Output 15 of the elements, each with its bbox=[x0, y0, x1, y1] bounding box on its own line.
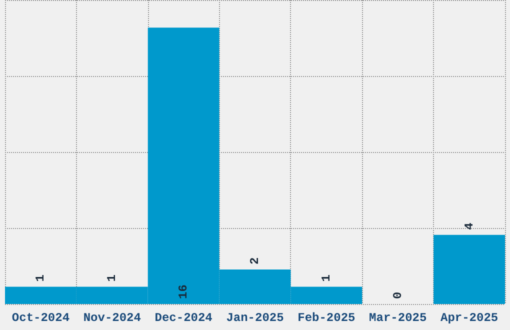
data-label: 1 bbox=[105, 274, 120, 282]
data-label: 16 bbox=[176, 284, 191, 299]
x-tick-label: Jan-2025 bbox=[226, 311, 284, 325]
x-tick-label: Feb-2025 bbox=[298, 311, 356, 325]
data-label: 4 bbox=[462, 222, 476, 230]
data-label: 1 bbox=[319, 274, 334, 282]
x-tick-label: Apr-2025 bbox=[440, 311, 498, 325]
x-tick-label: Oct-2024 bbox=[12, 311, 70, 325]
data-label: 1 bbox=[34, 274, 48, 282]
data-label: 2 bbox=[248, 257, 262, 264]
x-tick-label: Dec-2024 bbox=[154, 311, 212, 325]
data-label: 0 bbox=[390, 292, 405, 299]
bar bbox=[434, 234, 505, 304]
x-tick-label: Mar-2025 bbox=[369, 311, 427, 325]
x-tick-label: Nov-2024 bbox=[83, 311, 141, 325]
